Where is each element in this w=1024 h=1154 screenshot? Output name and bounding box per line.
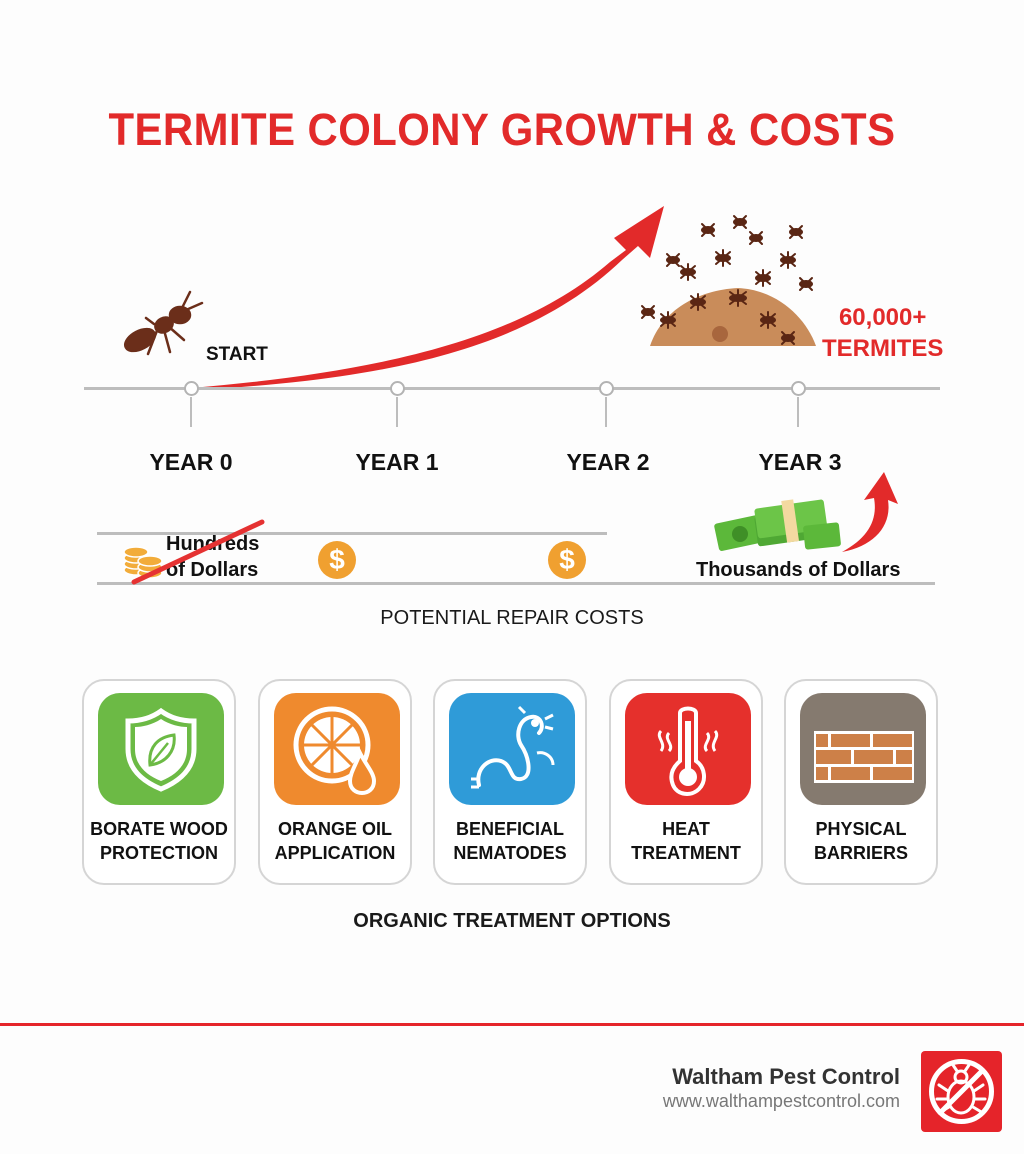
treatment-label-line2: PROTECTION bbox=[99, 843, 218, 863]
growth-arrow-icon bbox=[192, 206, 664, 390]
colony-count-label: 60,000+ TERMITES bbox=[822, 302, 943, 364]
year-label-0: YEAR 0 bbox=[149, 449, 233, 475]
nematode-worm-icon bbox=[471, 705, 555, 789]
treatment-card-heat: HEAT TREATMENT bbox=[609, 679, 763, 885]
timeline-tick bbox=[190, 397, 192, 427]
red-up-arrow-icon bbox=[842, 472, 898, 552]
cash-stack-icon bbox=[714, 499, 841, 551]
timeline-tick bbox=[797, 397, 799, 427]
timeline-node-year-1 bbox=[390, 381, 405, 396]
timeline-axis bbox=[84, 387, 940, 390]
borate-tile bbox=[98, 693, 224, 805]
treatment-label-line2: BARRIERS bbox=[813, 843, 908, 863]
brick-wall-icon bbox=[814, 731, 914, 783]
thermometer-heat-icon bbox=[657, 706, 719, 796]
shield-leaf-icon bbox=[125, 707, 197, 792]
colony-count: 60,000+ bbox=[838, 304, 927, 331]
treatment-label: ORANGE OIL APPLICATION bbox=[260, 817, 410, 865]
page-title: TERMITE COLONY GROWTH & COSTS bbox=[108, 104, 896, 155]
treatment-label-line1: PHYSICAL bbox=[815, 819, 907, 839]
orange-oil-tile bbox=[274, 693, 400, 805]
treatment-options-heading: ORGANIC TREATMENT OPTIONS bbox=[353, 910, 671, 932]
treatment-label-line2: TREATMENT bbox=[631, 843, 741, 863]
repair-costs-heading: POTENTIAL REPAIR COSTS bbox=[380, 607, 644, 629]
treatment-card-barriers: PHYSICAL BARRIERS bbox=[784, 679, 938, 885]
cost-band-top-rule bbox=[97, 532, 607, 535]
heat-tile bbox=[625, 693, 751, 805]
treatment-label: HEAT TREATMENT bbox=[611, 817, 761, 865]
termite-mound-swarm-icon bbox=[641, 215, 816, 346]
low-cost-line2: of Dollars bbox=[166, 559, 259, 581]
treatment-label-line1: BENEFICIAL bbox=[456, 819, 564, 839]
treatment-label: BORATE WOOD PROTECTION bbox=[84, 817, 234, 865]
nematodes-tile bbox=[449, 693, 575, 805]
orange-slice-drop-icon bbox=[293, 706, 377, 796]
barriers-tile bbox=[800, 693, 926, 805]
treatment-card-orange-oil: ORANGE OIL APPLICATION bbox=[258, 679, 412, 885]
treatment-card-nematodes: BENEFICIAL NEMATODES bbox=[433, 679, 587, 885]
brand-logo bbox=[921, 1051, 1002, 1132]
treatment-label-line2: APPLICATION bbox=[274, 843, 396, 863]
timeline-tick bbox=[605, 397, 607, 427]
start-label: START bbox=[206, 344, 268, 365]
treatment-label-line2: NEMATODES bbox=[453, 843, 567, 863]
year-label-1: YEAR 1 bbox=[355, 449, 439, 475]
year-label-2: YEAR 2 bbox=[566, 449, 650, 475]
treatment-label-line1: BORATE WOOD bbox=[90, 819, 228, 839]
year-label-3: YEAR 3 bbox=[758, 449, 842, 475]
brand-name: Waltham Pest Control bbox=[672, 1064, 900, 1089]
treatment-label-line1: HEAT bbox=[662, 819, 710, 839]
no-bug-icon bbox=[929, 1059, 994, 1124]
timeline-node-year-3 bbox=[791, 381, 806, 396]
timeline-tick bbox=[396, 397, 398, 427]
timeline-node-year-2 bbox=[599, 381, 614, 396]
timeline-node-year-0 bbox=[184, 381, 199, 396]
strikethrough-mark bbox=[131, 519, 265, 585]
dollar-coin-icon: $ bbox=[318, 541, 356, 579]
treatment-label: BENEFICIAL NEMATODES bbox=[435, 817, 585, 865]
treatment-label-line1: ORANGE OIL bbox=[277, 819, 392, 839]
single-termite-icon bbox=[124, 290, 204, 356]
treatment-label: PHYSICAL BARRIERS bbox=[786, 817, 936, 865]
footer-divider bbox=[0, 1023, 1024, 1026]
brand-url[interactable]: www.walthampestcontrol.com bbox=[662, 1091, 900, 1111]
dollar-coin-icon: $ bbox=[548, 541, 586, 579]
high-cost-label: Thousands of Dollars bbox=[696, 559, 901, 581]
cost-band-bottom-rule bbox=[97, 582, 935, 585]
colony-unit: TERMITES bbox=[822, 335, 944, 362]
treatment-card-borate: BORATE WOOD PROTECTION bbox=[82, 679, 236, 885]
